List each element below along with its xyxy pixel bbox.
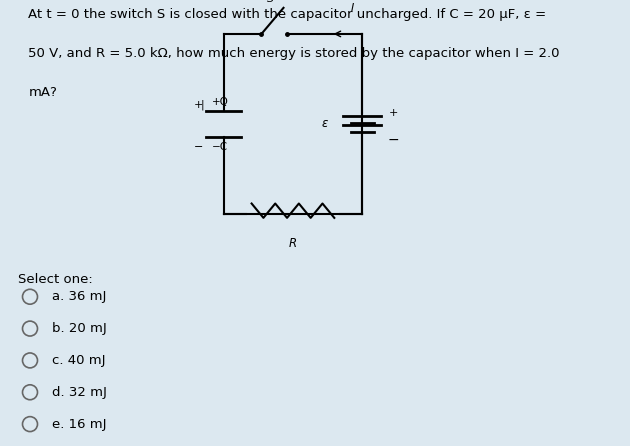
Text: R: R <box>289 237 297 250</box>
Text: mA?: mA? <box>28 86 57 99</box>
Text: S: S <box>267 0 275 4</box>
Text: −: − <box>387 133 399 147</box>
Text: I: I <box>351 3 355 13</box>
Text: −C: −C <box>212 142 229 152</box>
Text: +Q: +Q <box>212 97 229 107</box>
Text: −: − <box>193 142 203 152</box>
Text: a. 36 mJ: a. 36 mJ <box>52 290 106 303</box>
Text: At t = 0 the switch S is closed with the capacitor uncharged. If C = 20 μF, ε =: At t = 0 the switch S is closed with the… <box>28 8 546 21</box>
Text: +: + <box>389 108 398 118</box>
Text: c. 40 mJ: c. 40 mJ <box>52 354 105 367</box>
Text: |: | <box>201 99 205 110</box>
Text: 50 V, and R = 5.0 kΩ, how much energy is stored by the capacitor when I = 2.0: 50 V, and R = 5.0 kΩ, how much energy is… <box>28 47 560 60</box>
Text: +: + <box>193 99 203 110</box>
Text: e. 16 mJ: e. 16 mJ <box>52 417 106 430</box>
Text: Select one:: Select one: <box>18 273 93 286</box>
Text: d. 32 mJ: d. 32 mJ <box>52 386 107 399</box>
Text: b. 20 mJ: b. 20 mJ <box>52 322 106 335</box>
Text: ε: ε <box>321 117 328 130</box>
